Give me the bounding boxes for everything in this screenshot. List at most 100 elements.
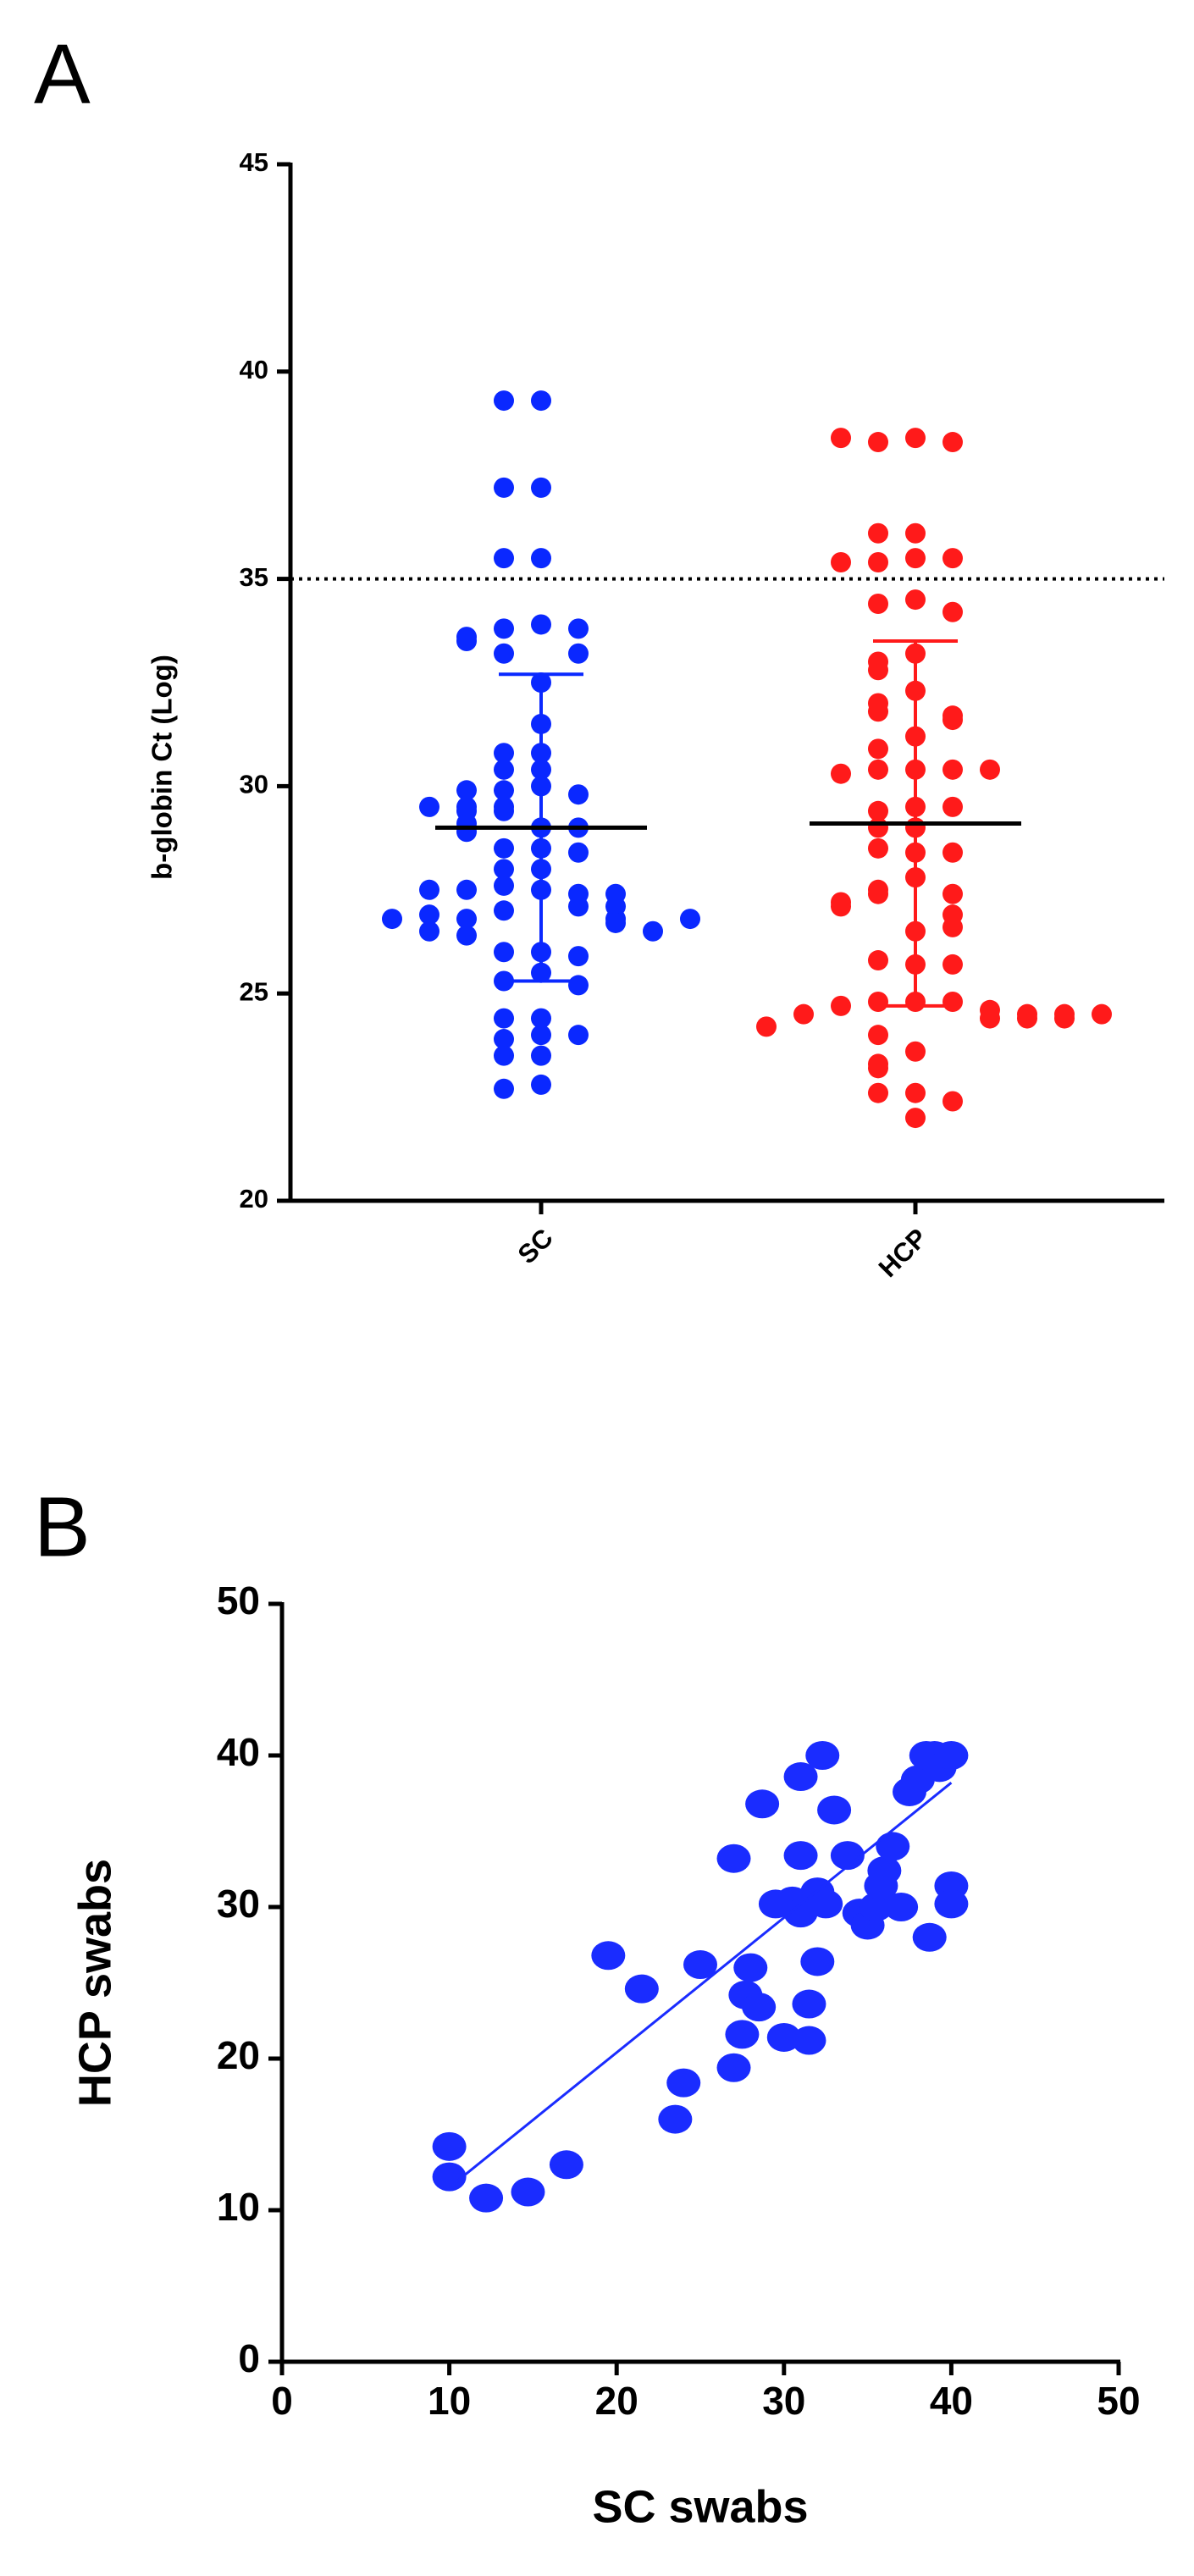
data-point [683,1950,717,1980]
data-point [531,614,551,635]
data-point [868,883,888,904]
data-point [905,1082,926,1103]
data-point [830,1841,865,1871]
data-point [942,916,963,937]
data-point [905,548,926,569]
y-tick-label: 20 [217,2033,260,2077]
data-point [605,912,626,933]
data-point [680,909,700,930]
data-point [568,975,589,996]
data-point [792,2026,826,2055]
x-tick-label: 50 [1097,2379,1140,2423]
data-point [905,1108,926,1129]
data-point [456,925,477,946]
data-point [511,2177,545,2207]
x-tick-label: HCP [873,1223,933,1283]
data-point [876,1832,910,1861]
data-point [793,1003,814,1025]
data-point [942,432,963,453]
data-point [531,1025,551,1046]
data-point [494,1045,514,1066]
y-tick-label: 30 [240,770,268,799]
data-point [643,920,663,942]
data-point [868,1025,888,1046]
data-point [980,1008,1000,1029]
y-tick-label: 35 [240,562,268,592]
y-tick-label: 40 [217,1730,260,1774]
y-axis-title: HCP swabs [69,1859,120,2107]
data-point [1092,1003,1112,1025]
panel-label: B [34,1479,91,1574]
data-point [725,2020,760,2049]
data-point [905,1041,926,1062]
x-tick-label: 40 [930,2379,973,2423]
x-axis-title: SC swabs [592,2481,808,2532]
data-point [868,759,888,780]
data-point [792,1989,826,2019]
data-point [942,954,963,975]
data-point [494,477,514,498]
data-point [531,1008,551,1029]
fit-line [448,1782,953,2189]
data-point [868,701,888,722]
data-point [494,1029,514,1050]
data-point [658,2104,693,2134]
data-point [905,428,926,449]
data-point [934,1889,969,1919]
data-point [591,1941,626,1971]
data-point [494,1078,514,1099]
y-tick-label: 40 [240,355,268,384]
data-point [831,763,851,784]
data-point [456,631,477,652]
data-point [419,904,439,926]
data-point [868,950,888,971]
data-point [942,548,963,569]
data-point [568,643,589,664]
data-point [805,1741,840,1770]
data-point [419,796,439,817]
data-point [456,780,477,801]
data-point [494,390,514,412]
data-point [716,1844,751,1873]
y-tick-label: 25 [240,976,268,1006]
data-point [942,883,963,904]
data-point [980,759,1000,780]
data-point [783,1762,818,1792]
data-point [742,1993,777,2022]
data-point [942,991,963,1012]
data-point [912,1922,947,1952]
data-point [531,477,551,498]
y-tick-label: 0 [238,2336,260,2380]
data-point [868,800,888,821]
data-point [817,1795,852,1825]
data-point [868,1058,888,1079]
data-point [868,738,888,760]
data-point [531,1074,551,1095]
y-tick-label: 20 [240,1184,268,1213]
data-point [868,817,888,838]
data-point [942,796,963,817]
data-point [868,522,888,544]
data-point [745,1789,780,1819]
y-tick-label: 10 [217,2185,260,2229]
data-point [568,842,589,863]
data-point [868,552,888,573]
data-point [868,991,888,1012]
data-point [549,2150,583,2180]
y-tick-label: 50 [217,1578,260,1622]
data-point [531,548,551,569]
data-point [531,390,551,412]
x-tick-label: 30 [762,2379,805,2423]
data-point [800,1947,835,1976]
data-point [456,821,477,843]
data-point [868,432,888,453]
data-point [905,522,926,544]
data-point [831,896,851,917]
data-point [868,660,888,681]
data-point [624,1974,659,2004]
data-point [733,1953,768,1982]
data-point [494,548,514,569]
data-point [766,2022,801,2052]
